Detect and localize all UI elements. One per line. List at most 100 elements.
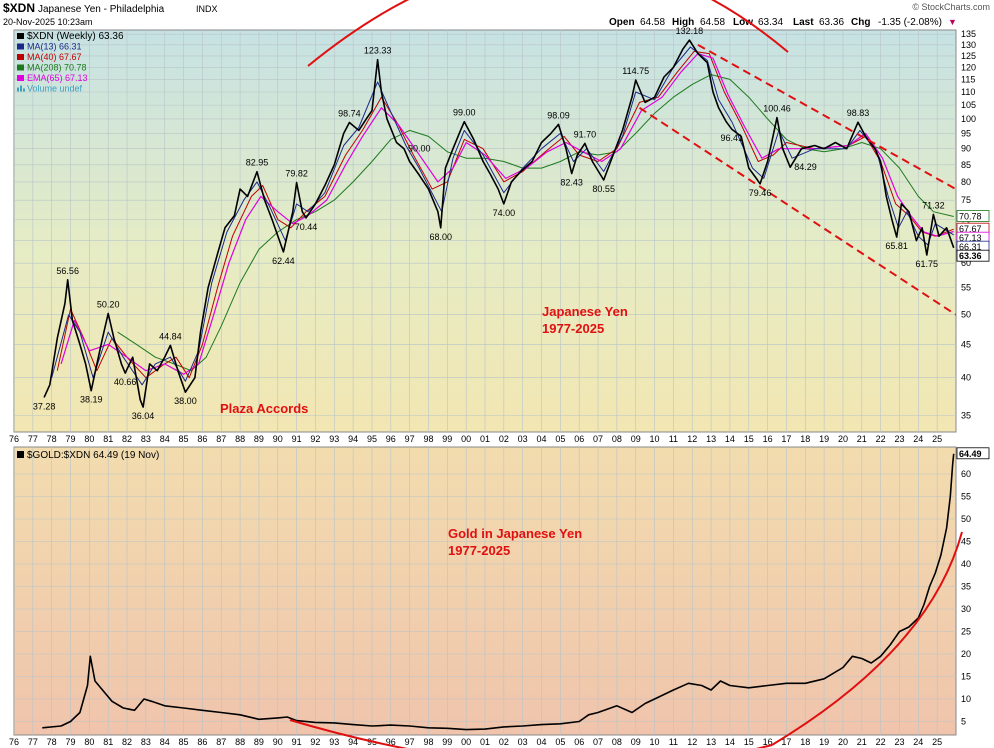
top-x-tick-label: 84 [160, 434, 170, 444]
legend-swatch [17, 33, 24, 39]
top-x-tick-label: 90 [273, 434, 283, 444]
bottom-x-tick-label: 08 [612, 737, 622, 747]
top-x-tick-label: 94 [348, 434, 358, 444]
bottom-y-tick-label: 55 [961, 492, 971, 502]
top-series [43, 39, 956, 408]
price-point-label: 38.19 [80, 395, 103, 405]
legend-label: Volume undef [27, 84, 83, 94]
bottom-series [42, 453, 955, 731]
price-point-label: 79.82 [285, 169, 308, 179]
bottom-x-tick-label: 78 [47, 737, 57, 747]
top-x-tick-label: 10 [650, 434, 660, 444]
top-x-tick-label: 87 [216, 434, 226, 444]
top-x-tick-label: 85 [179, 434, 189, 444]
price-labels: 37.28 56.56 38.19 50.20 40.66 36.04 44.84 38.00… [33, 26, 945, 421]
price-point-label: 132.18 [676, 26, 704, 36]
legend-label: MA(40) 67.67 [27, 52, 82, 62]
value-box [956, 249, 990, 262]
value-box-label: 63.36 [959, 251, 982, 261]
price-point-label: 44.84 [159, 331, 182, 341]
bottom-y-tick-label: 20 [961, 649, 971, 659]
legend-label: MA(13) 66.31 [27, 42, 82, 52]
price-point-label: 56.56 [56, 266, 79, 276]
price-point-label: 79.46 [749, 188, 772, 198]
bottom-x-tick-label: 16 [763, 737, 773, 747]
bottom-x-tick-label: 22 [876, 737, 886, 747]
bottom-x-tick-label: 02 [499, 737, 509, 747]
bottom-x-tick-label: 03 [518, 737, 528, 747]
top-axes: 76 77 78 79 80 81 82 83 84 85 86 87 88 89 90 91 92 93 94 95… [9, 29, 976, 444]
price-point-label: 70.44 [295, 222, 318, 232]
price-point-label: 84.29 [794, 162, 817, 172]
bottom-x-tick-label: 87 [216, 737, 226, 747]
bottom-x-tick-label: 88 [235, 737, 245, 747]
series-line-ma-13 [51, 46, 954, 386]
top-x-tick-label: 96 [386, 434, 396, 444]
bottom-x-tick-label: 23 [894, 737, 904, 747]
top-x-tick-label: 21 [857, 434, 867, 444]
top-x-tick-label: 92 [310, 434, 320, 444]
chart-header: $XDN Japanese Yen - Philadelphia INDX 20… [3, 1, 990, 28]
bottom-y-tick-label: 25 [961, 627, 971, 637]
top-x-tick-label: 09 [631, 434, 641, 444]
bottom-y-tick-label: 45 [961, 537, 971, 547]
value-box [956, 210, 990, 222]
top-x-tick-label: 83 [141, 434, 151, 444]
legend-swatch [17, 43, 24, 50]
legend-swatch [17, 64, 24, 71]
top-x-tick-label: 03 [518, 434, 528, 444]
bottom-x-tick-label: 24 [913, 737, 923, 747]
bottom-x-tick-label: 81 [103, 737, 113, 747]
price-point-label: 80.55 [592, 184, 615, 194]
bottom-y-tick-label: 50 [961, 514, 971, 524]
price-point-label: 65.81 [885, 241, 908, 251]
top-x-tick-label: 19 [819, 434, 829, 444]
bottom-y-tick-label: 40 [961, 559, 971, 569]
bottom-x-tick-label: 05 [555, 737, 565, 747]
annotation-arcs [289, 0, 963, 748]
bottom-x-tick-label: 14 [725, 737, 735, 747]
top-x-tick-label: 88 [235, 434, 245, 444]
price-point-label: 74.00 [493, 208, 516, 218]
low-label: Low [733, 17, 753, 28]
bottom-x-tick-label: 04 [537, 737, 547, 747]
bottom-x-tick-label: 20 [838, 737, 848, 747]
bottom-legend: $GOLD:$XDN 64.49 (19 Nov) [17, 450, 159, 461]
bottom-x-tick-label: 17 [781, 737, 791, 747]
top-x-tick-label: 17 [781, 434, 791, 444]
top-y-tick-label: 60 [961, 258, 971, 268]
gold-title-line2: 1977-2025 [448, 543, 510, 558]
series-line-ma-40 [56, 50, 954, 379]
bottom-x-tick-label: 97 [405, 737, 415, 747]
top-y-tick-label: 35 [961, 410, 971, 420]
bottom-x-tick-label: 25 [932, 737, 942, 747]
channel-lower-line [638, 106, 956, 316]
price-point-label: 38.00 [174, 396, 197, 406]
top-x-tick-label: 12 [687, 434, 697, 444]
legend-swatch [17, 75, 24, 81]
top-y-tick-label: 135 [961, 29, 976, 39]
top-y-tick-label: 110 [961, 87, 975, 97]
bottom-x-tick-label: 06 [574, 737, 584, 747]
annotation-texts: Plaza Accords Japanese Yen 1977-2025 Gol… [220, 304, 628, 558]
bottom-y-tick-label: 30 [961, 604, 971, 614]
value-box-label: 67.13 [959, 233, 982, 243]
price-point-label: 82.95 [246, 158, 269, 168]
high-value: 64.58 [700, 17, 725, 28]
top-x-tick-label: 23 [894, 434, 904, 444]
bottom-x-tick-label: 89 [254, 737, 264, 747]
series-line-gold-xdn [42, 453, 955, 731]
gold-legend-swatch [17, 451, 24, 458]
channel-upper-line [697, 43, 956, 190]
bottom-y-tick-label: 10 [961, 694, 971, 704]
top-y-tick-label: 75 [961, 195, 971, 205]
bottom-axes: 76 77 78 79 80 81 82 83 84 85 86 87 88 89 90 91 92 93 94 95… [9, 469, 971, 747]
price-point-label: 98.74 [338, 108, 361, 118]
price-point-label: 96.41 [721, 133, 744, 143]
datetime: 20-Nov-2025 10:23am [3, 17, 93, 27]
price-point-label: 36.04 [132, 411, 155, 421]
price-point-label: 40.66 [114, 377, 137, 387]
value-box [956, 447, 990, 460]
bottom-x-tick-label: 10 [650, 737, 660, 747]
price-point-label: 99.00 [453, 108, 476, 118]
